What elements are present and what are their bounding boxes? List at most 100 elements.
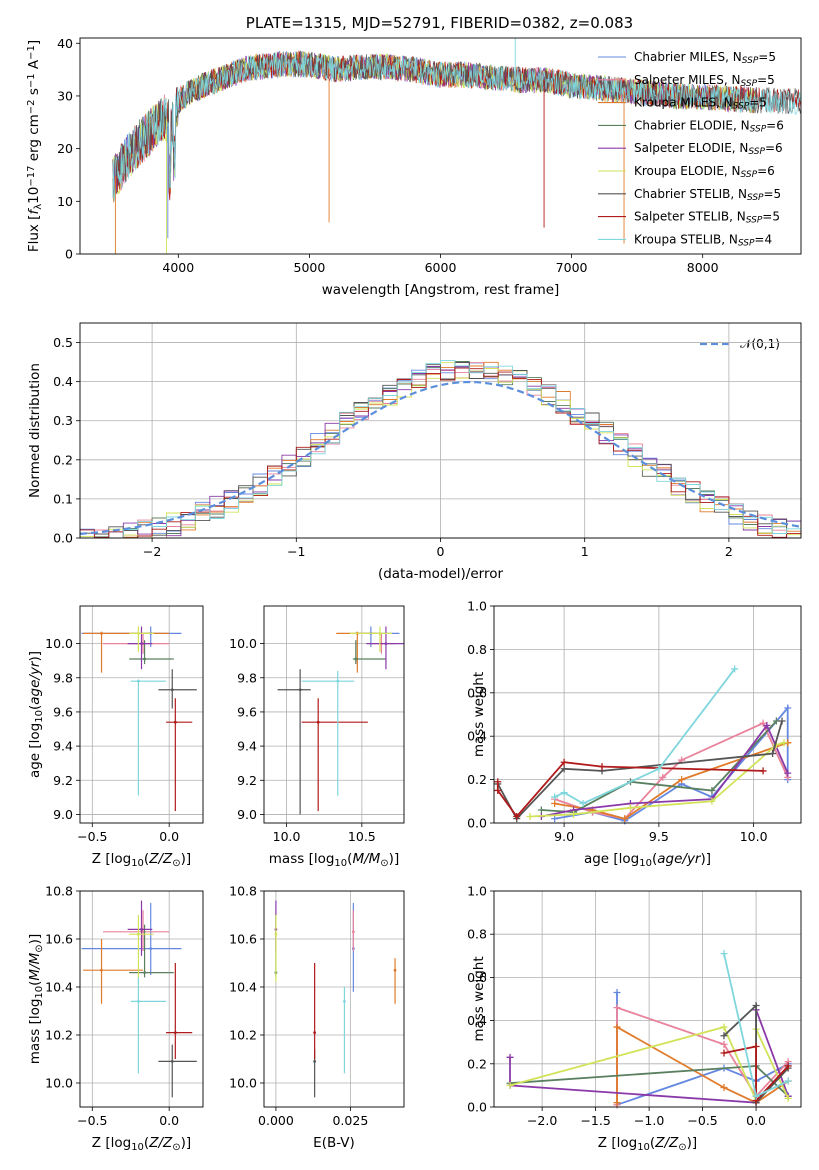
weight-marker (659, 773, 667, 781)
axes-weight_vs_Z: −2.0 −1.5 −1.0 −0.5 0.0 0.0 0.2 0.4 0.6 0.8 1.0 (467, 884, 801, 1128)
mass_vs_Z-points (81, 900, 197, 1098)
point-marker (100, 968, 103, 972)
mass_vs_EBV-frame (263, 890, 405, 1108)
y-tick-label: 0.2 (467, 772, 487, 787)
point-marker (354, 657, 358, 661)
weight-marker (778, 717, 786, 725)
point-marker (173, 720, 177, 724)
weight-marker (560, 765, 568, 773)
point-marker (351, 930, 355, 934)
y-tick-label: 9.2 (237, 773, 257, 788)
y-tick-label: 9.2 (53, 773, 73, 788)
weight-marker (784, 1094, 792, 1102)
axes-age_vs_mass: 10.0 10.5 9.0 9.2 9.4 9.6 9.8 10.0 (229, 606, 404, 844)
age_vs_Z-points (81, 626, 197, 812)
weight-marker (494, 786, 502, 794)
legend-label: 𝒩(0,1) (740, 337, 780, 351)
point-marker (393, 968, 397, 972)
residuals-frame (79, 322, 802, 539)
y-tick-label: 10.0 (229, 636, 257, 651)
weight-marker (626, 804, 634, 812)
axes-weight_vs_age: 9.0 9.5 10.0 0.0 0.2 0.4 0.6 0.8 1.0 (467, 599, 801, 844)
y-tick-label: 0.5 (53, 335, 73, 350)
mass_vs_EBV-points (274, 900, 397, 1098)
weight-line-salpeter-elodie (541, 723, 789, 818)
point-marker (140, 642, 143, 645)
weight-marker (720, 1040, 728, 1048)
point-marker (316, 720, 320, 724)
point-marker (137, 679, 140, 683)
y-axis-label: mass [log10(M/M⊙)] (27, 934, 45, 1064)
point-marker (140, 928, 143, 931)
x-tick-label: 8000 (687, 260, 719, 275)
weight-marker (720, 950, 728, 958)
x-tick-label: 10.0 (740, 829, 768, 844)
weight-marker (708, 786, 716, 794)
axes-age_vs_Z: −0.5 0.0 9.0 9.2 9.4 9.6 9.8 10.0 (45, 606, 203, 844)
spectrum-series-salpeter-stelib (112, 50, 801, 201)
weight-marker (613, 1004, 621, 1012)
point-marker (100, 631, 103, 635)
weight-marker (763, 721, 771, 729)
weight-marker (752, 1001, 760, 1009)
weight-marker (720, 1049, 728, 1057)
x-tick-label: 10.0 (273, 829, 301, 844)
y-tick-label: 10.0 (45, 636, 73, 651)
x-tick-label: −0.5 (77, 829, 107, 844)
x-tick-label: 9.5 (649, 829, 669, 844)
age_vs_mass-points (277, 626, 404, 815)
point-marker (313, 1060, 317, 1063)
y-tick-label: 9.0 (53, 807, 73, 822)
age_vs_mass-frame (263, 605, 405, 824)
y-tick-label: 0.0 (53, 531, 73, 546)
y-tick-label: 0.0 (467, 816, 487, 831)
x-tick-label: 0.000 (258, 1113, 294, 1128)
weight-marker (708, 797, 716, 805)
y-axis-label: Normed distribution (27, 363, 43, 498)
weight-marker (784, 704, 792, 712)
spectrum-frame (79, 37, 802, 255)
weight-line-salpeter-stelib (723, 1045, 789, 1103)
x-tick-label: −0.5 (687, 1113, 717, 1128)
y-tick-label: 10.2 (45, 1028, 73, 1043)
x-axis-label: (data-model)/error (378, 566, 504, 582)
legend-label: Chabrier ELODIE, NSSP=6 (634, 118, 784, 134)
x-tick-label: 4000 (162, 260, 194, 275)
x-tick-label: 0.0 (159, 1113, 179, 1128)
y-axis-label: mass weight (471, 956, 487, 1041)
weight-marker (678, 776, 686, 784)
weight-marker (752, 1043, 760, 1051)
y-tick-label: 0 (65, 247, 73, 262)
y-tick-label: 10.2 (229, 1028, 257, 1043)
y-tick-label: 0.4 (467, 729, 487, 744)
residual-histograms (80, 359, 801, 538)
x-tick-label: 0 (437, 544, 445, 559)
weight-marker (720, 1084, 728, 1092)
legend-label: Kroupa ELODIE, NSSP=6 (634, 164, 775, 180)
weight-marker (621, 815, 629, 823)
y-tick-label: 0.0 (467, 1100, 487, 1115)
point-marker (141, 930, 145, 934)
y-tick-label: 0.2 (53, 452, 73, 467)
y-tick-label: 10 (57, 194, 73, 209)
x-tick-label: 0.025 (332, 1113, 368, 1128)
y-tick-label: 0.8 (467, 642, 487, 657)
x-tick-label: 2 (725, 544, 733, 559)
x-tick-label: 1 (581, 544, 589, 559)
x-axis-label: Z [log10(Z/Z⊙)] (598, 1135, 697, 1153)
weight-marker (731, 665, 739, 673)
x-tick-label: 0.0 (746, 1113, 766, 1128)
mass_vs_Z-frame (79, 890, 204, 1108)
legend-label: Kroupa MILES, NSSP=5 (634, 96, 767, 112)
spectrum-series-kroupa-stelib (112, 51, 801, 202)
weight-marker (579, 799, 587, 807)
x-tick-label: −0.5 (77, 1113, 107, 1128)
point-marker (378, 631, 382, 635)
point-marker (137, 1000, 140, 1003)
y-tick-label: 10.6 (229, 932, 257, 947)
y-tick-label: 40 (57, 36, 73, 51)
x-tick-label: −1 (287, 544, 305, 559)
weight-marker (752, 1092, 760, 1100)
point-marker (384, 642, 388, 645)
